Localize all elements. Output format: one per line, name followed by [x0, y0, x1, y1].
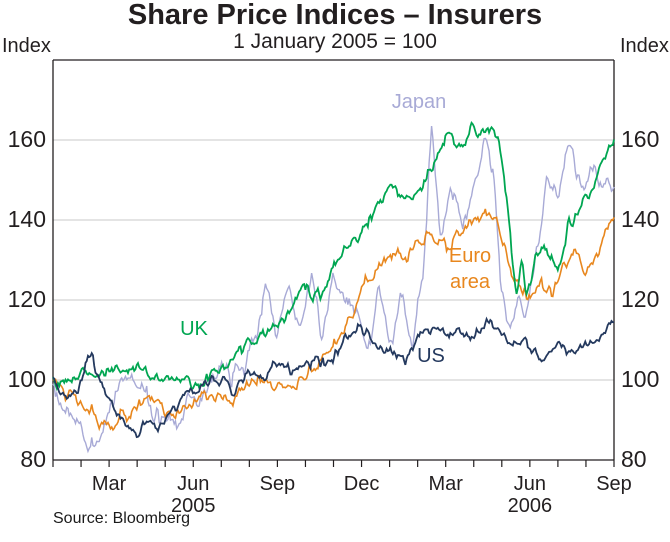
svg-text:Mar: Mar: [428, 473, 463, 495]
svg-text:US: US: [417, 345, 445, 367]
svg-text:area: area: [450, 271, 491, 293]
svg-text:Mar: Mar: [92, 473, 127, 495]
svg-text:UK: UK: [180, 318, 208, 340]
svg-text:120: 120: [8, 286, 46, 312]
svg-text:140: 140: [8, 206, 46, 232]
svg-text:100: 100: [621, 366, 659, 392]
svg-text:Dec: Dec: [344, 473, 380, 495]
svg-text:Japan: Japan: [392, 91, 447, 113]
svg-text:160: 160: [8, 126, 46, 152]
svg-text:140: 140: [621, 206, 659, 232]
svg-text:120: 120: [621, 286, 659, 312]
svg-text:80: 80: [621, 446, 647, 472]
svg-text:Jun: Jun: [177, 473, 209, 495]
svg-text:Euro: Euro: [449, 245, 491, 267]
svg-text:2006: 2006: [508, 495, 553, 517]
svg-text:Jun: Jun: [514, 473, 546, 495]
svg-text:160: 160: [621, 126, 659, 152]
svg-text:80: 80: [20, 446, 46, 472]
svg-text:Sep: Sep: [260, 473, 296, 495]
svg-text:100: 100: [8, 366, 46, 392]
svg-text:Sep: Sep: [596, 473, 632, 495]
